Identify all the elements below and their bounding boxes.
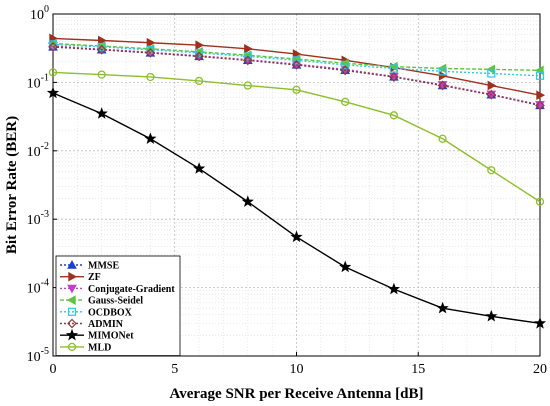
- data-point: [98, 35, 107, 46]
- data-point: [48, 42, 58, 52]
- data-point: [48, 68, 58, 77]
- legend-label: OCDBOX: [88, 307, 133, 318]
- data-point: [146, 72, 155, 82]
- data-point: [46, 86, 60, 99]
- legend-item: MMSE: [60, 259, 119, 272]
- data-point: [341, 97, 350, 106]
- series-line: [52, 46, 541, 107]
- legend-marker: [67, 259, 77, 269]
- legend-item: OCDBOX: [60, 307, 133, 318]
- data-point: [291, 60, 302, 70]
- series-mld: [48, 68, 545, 206]
- data-point: [194, 51, 204, 62]
- y-tick-label: 10-5: [27, 346, 49, 365]
- legend-box: [55, 255, 181, 356]
- series-layer: [46, 33, 547, 329]
- data-point: [438, 134, 447, 143]
- x-tick-label: 15: [411, 362, 425, 377]
- y-tick-label: 10-3: [27, 209, 49, 228]
- y-axis-title: Bit Error Rate (BER): [4, 116, 20, 254]
- series-line: [52, 71, 541, 203]
- legend-marker: [66, 295, 76, 305]
- x-tick-label: 0: [50, 362, 57, 377]
- y-tick-label: 100: [30, 4, 49, 23]
- data-point: [535, 197, 545, 206]
- legend-marker: [67, 307, 77, 316]
- data-point: [438, 67, 447, 76]
- legend-item: ADMIN: [60, 318, 124, 330]
- y-tick-label: 10-2: [27, 141, 49, 160]
- data-point: [241, 195, 254, 207]
- legend: MMSEZFConjugate-GradientGauss-SeidelOCDB…: [55, 255, 181, 356]
- data-point: [339, 260, 352, 273]
- data-point: [243, 81, 252, 90]
- legend-marker: [68, 271, 78, 282]
- y-tick-label: 10-1: [27, 72, 49, 91]
- y-axis-ticks: 100 10-1 10-2 10-3 10-4 10-5: [27, 4, 57, 365]
- legend-marker: [65, 328, 79, 341]
- series-mimonet: [46, 86, 547, 329]
- data-point: [535, 71, 545, 80]
- data-point: [144, 132, 157, 144]
- legend-item: ZF: [60, 271, 101, 283]
- data-point: [341, 60, 350, 70]
- data-point: [290, 230, 303, 243]
- x-tick-label: 20: [533, 362, 547, 377]
- data-point: [244, 43, 253, 54]
- series-admin: [48, 42, 545, 111]
- legend-marker: [67, 342, 77, 352]
- data-point: [387, 282, 401, 295]
- x-axis-title: Average SNR per Receive Antenna [dB]: [170, 386, 424, 402]
- legend-marker: [67, 284, 77, 294]
- legend-label: ZF: [88, 272, 101, 283]
- data-point: [340, 65, 351, 76]
- legend-label: Gauss-Seidel: [88, 296, 143, 307]
- data-point: [487, 80, 497, 91]
- data-point: [437, 80, 448, 91]
- data-point: [389, 64, 398, 73]
- data-point: [146, 37, 156, 48]
- data-point: [145, 48, 156, 58]
- data-point: [438, 70, 448, 81]
- data-point: [389, 111, 399, 120]
- data-point: [292, 56, 301, 65]
- data-point: [535, 100, 545, 111]
- data-point: [536, 90, 546, 101]
- legend-label: MIMONet: [88, 331, 134, 342]
- x-tick-label: 5: [171, 362, 178, 377]
- data-point: [242, 55, 253, 66]
- data-point: [195, 48, 204, 57]
- data-point: [487, 166, 496, 175]
- legend-item: MIMONet: [60, 328, 134, 342]
- data-point: [48, 40, 58, 49]
- data-point: [95, 107, 108, 119]
- legend-label: Conjugate-Gradient: [88, 284, 175, 295]
- y-tick-label: 10-4: [27, 278, 49, 297]
- x-tick-label: 10: [290, 362, 304, 377]
- data-point: [485, 309, 498, 322]
- data-point: [389, 72, 399, 82]
- legend-label: MMSE: [88, 261, 119, 272]
- legend-label: ADMIN: [88, 319, 124, 330]
- legend-item: MLD: [60, 342, 111, 353]
- legend-marker: [67, 318, 77, 329]
- data-point: [486, 64, 495, 75]
- data-point: [436, 301, 449, 314]
- data-point: [487, 69, 496, 78]
- data-point: [292, 85, 301, 94]
- legend-item: Conjugate-Gradient: [60, 284, 175, 295]
- legend-item: Gauss-Seidel: [60, 295, 143, 307]
- data-point: [243, 52, 252, 61]
- data-point: [192, 162, 206, 174]
- data-point: [96, 44, 107, 55]
- data-point: [486, 89, 497, 100]
- x-axis-ticks: 0 5 10 15 20: [50, 352, 547, 377]
- legend-label: MLD: [88, 342, 111, 353]
- data-point: [533, 316, 547, 329]
- data-point: [194, 76, 204, 86]
- data-point: [97, 70, 106, 79]
- data-point: [195, 40, 205, 51]
